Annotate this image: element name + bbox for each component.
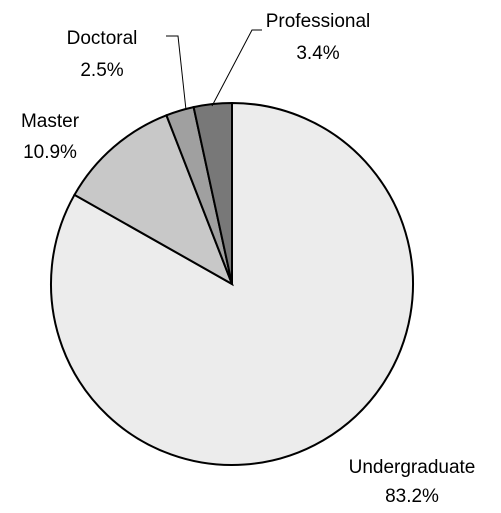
slice-value-label: 2.5% bbox=[80, 60, 123, 81]
slice-value-label: 83.2% bbox=[385, 486, 439, 507]
slice-label: Doctoral bbox=[67, 28, 138, 49]
slice-label: Master bbox=[21, 111, 80, 132]
slice-value-label: 10.9% bbox=[23, 142, 77, 163]
leader-line bbox=[211, 29, 262, 107]
slice-value-label: 3.4% bbox=[296, 43, 339, 64]
slice-label: Professional bbox=[266, 11, 371, 32]
slice-label: Undergraduate bbox=[349, 457, 476, 478]
pie-slice bbox=[73, 114, 234, 287]
leader-line bbox=[166, 35, 187, 111]
